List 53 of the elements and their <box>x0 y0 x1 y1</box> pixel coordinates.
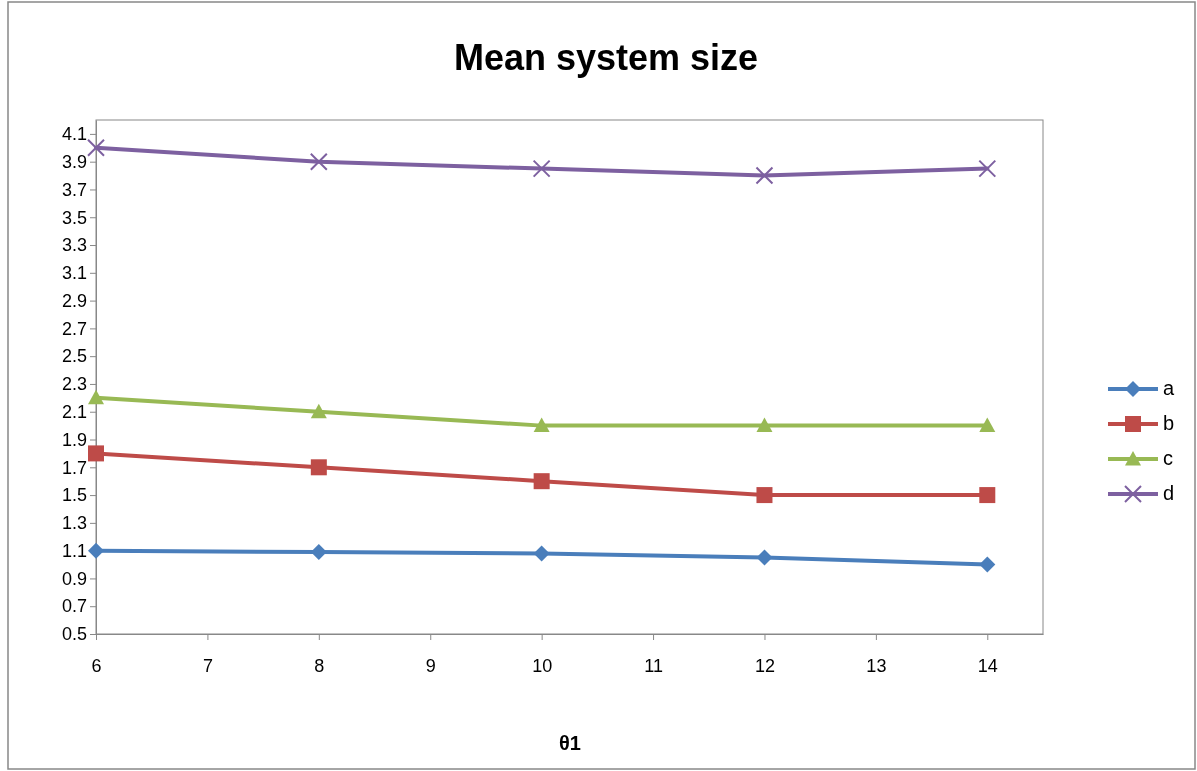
point <box>756 549 773 566</box>
legend-label: c <box>1163 447 1173 469</box>
y-tick-label: 1.7 <box>61 457 87 478</box>
point <box>533 473 550 490</box>
legend-label: b <box>1163 412 1175 434</box>
y-tick-label: 4.1 <box>61 124 87 145</box>
x-tick-label: 7 <box>202 655 213 676</box>
point <box>756 417 773 433</box>
y-tick-label: 2.3 <box>61 374 87 395</box>
x-axis-title: θ1 <box>559 732 581 754</box>
point <box>310 403 327 419</box>
y-tick-label: 2.5 <box>61 346 87 367</box>
legend-label: a <box>1163 377 1175 399</box>
point <box>979 487 996 504</box>
y-tick-label: 0.5 <box>61 624 87 645</box>
x-tick-label: 13 <box>866 655 887 676</box>
legend-label: d <box>1163 482 1175 504</box>
y-tick-label: 3.9 <box>61 151 87 172</box>
x-tick-label: 6 <box>91 655 102 676</box>
point <box>979 417 996 433</box>
point <box>88 445 104 462</box>
y-tick-label: 1.1 <box>61 540 87 561</box>
point <box>756 487 773 504</box>
y-tick-label: 0.9 <box>61 568 87 589</box>
x-tick-label: 8 <box>314 655 325 676</box>
x-tick-label: 12 <box>754 655 775 676</box>
x-tick-label: 10 <box>532 655 553 676</box>
y-tick-label: 2.7 <box>61 318 87 339</box>
point <box>978 159 997 178</box>
y-tick-label: 1.9 <box>61 429 87 450</box>
y-tick-label: 3.1 <box>61 263 87 284</box>
point <box>310 459 327 476</box>
point <box>533 417 550 433</box>
y-tick-label: 3.3 <box>61 235 87 256</box>
point <box>87 138 105 157</box>
y-tick-label: 1.5 <box>61 485 87 506</box>
chart-title: Mean system size <box>453 37 759 78</box>
y-tick-label: 2.9 <box>61 290 87 311</box>
y-tick-label: 0.7 <box>61 596 87 617</box>
x-tick-label: 14 <box>977 655 998 676</box>
point <box>88 542 104 559</box>
y-tick-label: 3.7 <box>61 179 87 200</box>
point <box>88 389 104 405</box>
x-tick-label: 9 <box>425 655 436 676</box>
y-tick-label: 3.5 <box>61 207 87 228</box>
point <box>755 166 774 185</box>
point <box>532 159 551 178</box>
x-tick-label: 11 <box>644 655 663 676</box>
point <box>309 152 328 171</box>
point <box>979 556 996 573</box>
point <box>533 545 550 562</box>
y-tick-label: 2.1 <box>61 401 87 422</box>
y-tick-label: 1.3 <box>61 513 87 534</box>
